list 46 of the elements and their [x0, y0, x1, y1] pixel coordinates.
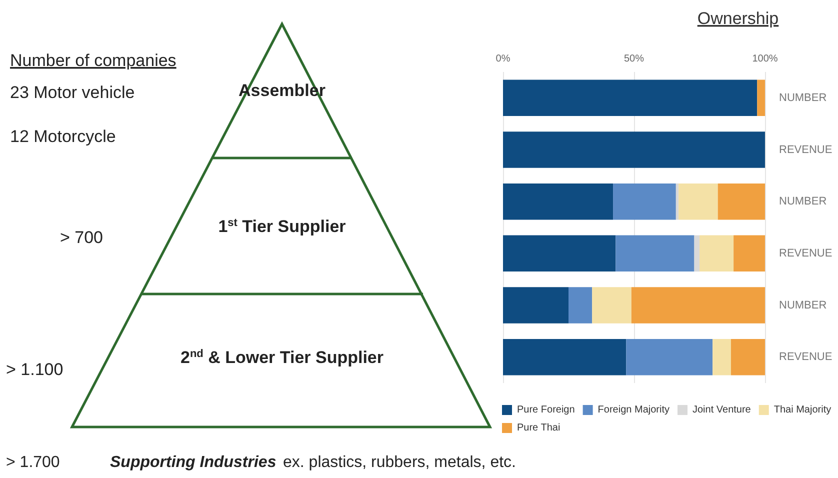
text: > 1.700 [6, 454, 60, 471]
bar [503, 132, 765, 168]
bar [730, 338, 765, 376]
y-tick-label: REVENUE [779, 247, 832, 260]
bar [568, 287, 592, 324]
text: ex. plastics, rubbers, metals, etc. [283, 454, 516, 471]
bar [503, 338, 626, 376]
y-tick-label: NUMBER [779, 196, 827, 208]
y-tick-label: NUMBER [779, 92, 827, 104]
x-tick-label: 100% [752, 54, 778, 64]
text: Supporting Industries [110, 454, 276, 471]
legend-label: Pure Thai [517, 422, 560, 434]
bar [700, 235, 734, 272]
bar [694, 235, 700, 272]
bar [734, 235, 765, 272]
x-tick-label: 50% [624, 54, 644, 64]
y-tick-label: REVENUE [779, 351, 832, 364]
bar [613, 183, 676, 220]
bar [503, 235, 616, 272]
text: 12 Motorcycle [10, 127, 116, 146]
legend-label: Foreign Majority [598, 404, 670, 416]
legend-label: Joint Venture [692, 404, 752, 416]
text: 2$^{nd}$ & Lower Tier Supplier [180, 348, 384, 367]
bar [676, 183, 679, 220]
bar [626, 338, 713, 376]
legend-label: Thai Majority [774, 404, 832, 416]
text: 1$^{st}$ Tier Supplier [218, 217, 346, 236]
bar [631, 287, 765, 324]
bar [592, 287, 632, 324]
bar [757, 80, 765, 116]
bar [503, 287, 568, 324]
x-tick-label: 0% [496, 54, 510, 64]
text: > 1.100 [6, 360, 64, 379]
bar [503, 183, 614, 220]
y-tick-label: NUMBER [779, 299, 827, 312]
text: 23 Motor vehicle [10, 83, 135, 102]
chart-title: Ownership [697, 9, 779, 28]
bar [678, 183, 718, 220]
bar [616, 235, 694, 272]
text: > 700 [60, 228, 104, 247]
bar [712, 338, 731, 376]
bar [503, 80, 758, 116]
text: Number of companies [10, 51, 176, 70]
bar [718, 183, 765, 220]
y-tick-label: REVENUE [779, 144, 832, 156]
legend-label: Pure Foreign [517, 404, 575, 416]
